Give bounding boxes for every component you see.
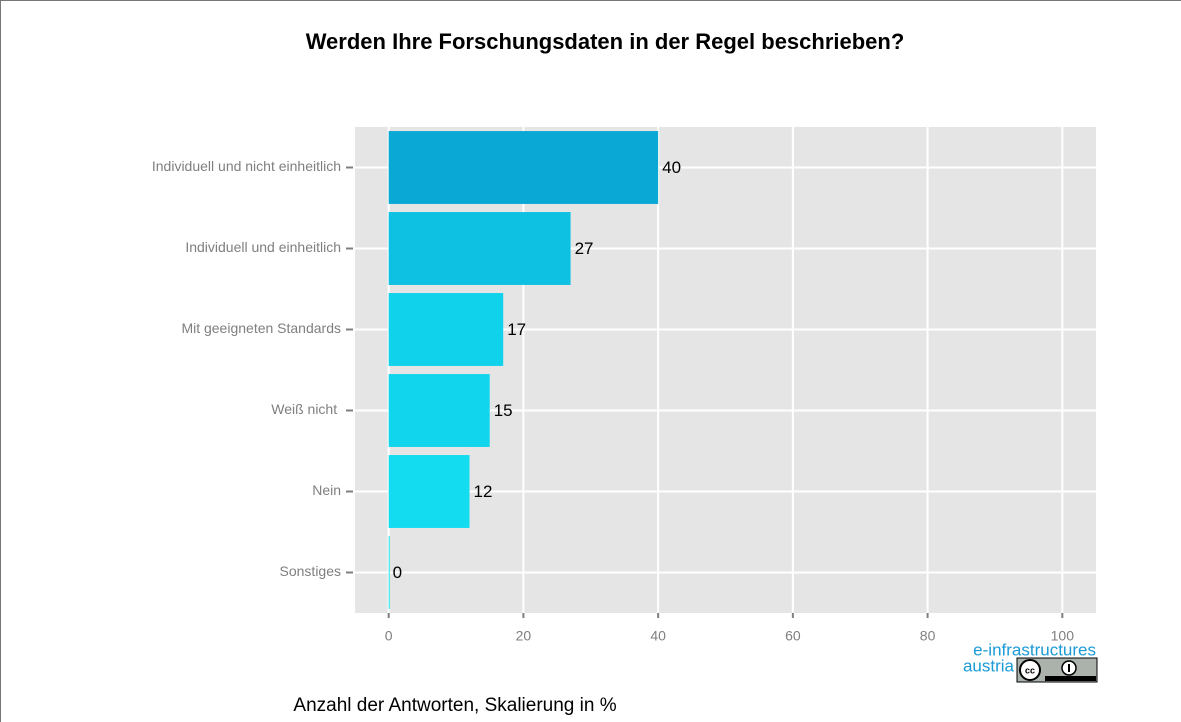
bar [388, 212, 571, 285]
value-label: 40 [662, 158, 681, 177]
y-tick-label: Individuell und nicht einheitlich [152, 158, 341, 174]
bar [388, 455, 470, 528]
value-label: 17 [507, 320, 526, 339]
value-label: 15 [494, 401, 513, 420]
value-label: 12 [474, 482, 493, 501]
y-tick-label: Individuell und einheitlich [185, 239, 341, 255]
license-icon: cc [1016, 657, 1098, 683]
logo-text: austria [963, 656, 1015, 675]
chart-title: Werden Ihre Forschungsdaten in der Regel… [306, 29, 905, 54]
y-tick-label: Nein [312, 482, 341, 498]
x-tick-label: 20 [516, 628, 532, 644]
x-tick-label: 100 [1051, 628, 1075, 644]
svg-text:cc: cc [1025, 665, 1035, 675]
logo-text: e-infrastructures [973, 640, 1096, 659]
x-tick-label: 80 [920, 628, 936, 644]
bar [388, 374, 490, 447]
y-tick-label: Sonstiges [280, 563, 341, 579]
x-axis-label: Anzahl der Antworten, Skalierung in % [293, 695, 616, 716]
y-tick-label: Mit geeigneten Standards [181, 320, 341, 336]
value-label: 27 [575, 239, 594, 258]
bar [388, 536, 390, 609]
x-tick-label: 40 [650, 628, 666, 644]
bar [388, 293, 504, 366]
plot-panel [355, 127, 1096, 613]
x-tick-label: 60 [785, 628, 801, 644]
value-label: 0 [393, 563, 402, 582]
bar [388, 131, 659, 204]
x-tick-label: 0 [385, 628, 393, 644]
y-tick-label: Weiß nicht [271, 401, 341, 417]
